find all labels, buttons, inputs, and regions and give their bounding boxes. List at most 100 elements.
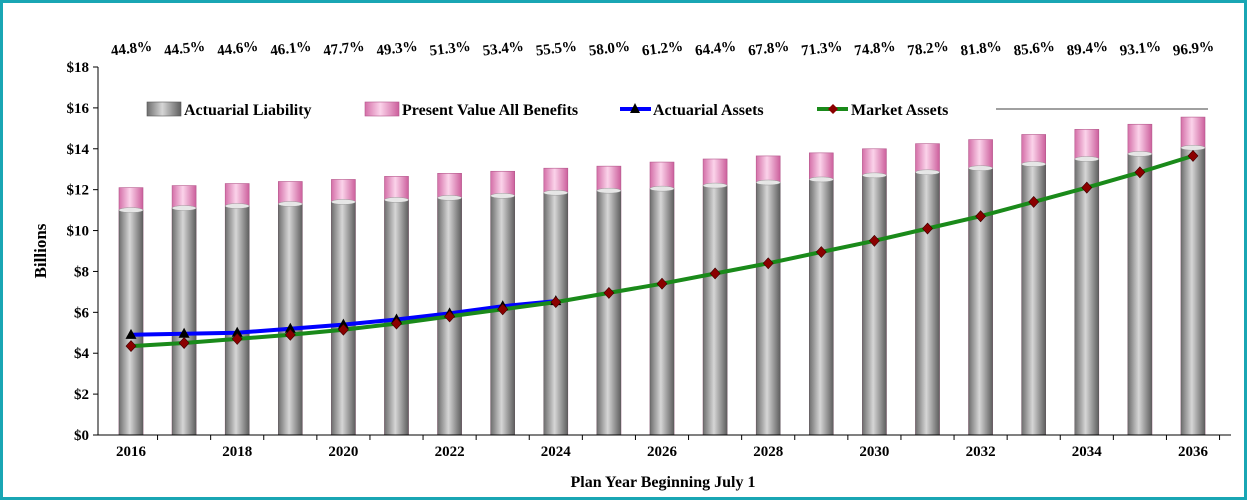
liability-bar-2020 (331, 201, 356, 436)
liability-bar-2027 (702, 185, 728, 436)
market-assets-point-2034 (1081, 181, 1093, 194)
liability-bar-top-2024 (543, 190, 568, 196)
funded-ratio-label: 71.3% (800, 39, 843, 60)
liability-bar-2019 (278, 203, 303, 436)
funded-ratio-label: 58.0% (588, 39, 631, 60)
liability-bar-top-2026 (649, 185, 675, 192)
funded-ratio-label: 81.8% (960, 39, 1003, 60)
funded-ratio-label: 44.6% (216, 39, 259, 60)
y-tick-label: $14 (67, 142, 90, 158)
funded-ratio-label: 96.9% (1172, 39, 1215, 60)
liability-bar-2023 (490, 195, 515, 436)
legend-label-actuarial-liability: Actuarial Liability (184, 102, 312, 119)
funded-ratio-label: 49.3% (376, 39, 419, 60)
x-tick-label: 2024 (541, 444, 572, 460)
market-assets-point-2028 (762, 257, 774, 270)
funded-ratio-label: 74.8% (853, 39, 896, 60)
funded-ratio-label: 51.3% (429, 39, 472, 60)
actuarial-assets-point-2016 (125, 328, 137, 339)
market-assets-point-2021 (391, 317, 402, 330)
market-assets-point-2023 (497, 303, 509, 316)
y-tick-label: $4 (74, 346, 90, 362)
market-assets-point-2020 (337, 323, 349, 336)
funded-ratio-label: 46.1% (269, 39, 312, 60)
funded-ratio-label: 44.8% (110, 39, 153, 60)
y-axis-title: Billions (31, 223, 50, 278)
market-assets-point-2022 (444, 310, 456, 323)
legend-label-actuarial-assets: Actuarial Assets (653, 102, 764, 119)
liability-bar-top-2031 (915, 169, 940, 175)
y-tick-label: $18 (67, 60, 90, 76)
liability-bar-top-2036 (1180, 145, 1206, 151)
legend-marker-market-assets (828, 104, 838, 114)
liability-bar-top-2029 (809, 176, 834, 183)
liability-bar-top-2016 (118, 207, 144, 213)
x-tick-label: 2020 (328, 444, 358, 460)
funded-ratio-label: 61.2% (641, 39, 684, 60)
liability-bar-2034 (1074, 158, 1100, 436)
y-tick-label: $6 (74, 305, 90, 321)
funded-ratio-label: 55.5% (535, 39, 578, 60)
market-assets-point-2017 (178, 337, 190, 349)
legend-label-market-assets: Market Assets (851, 102, 948, 119)
legend-label-pvab: Present Value All Benefits (402, 102, 578, 119)
liability-bar-2029 (809, 179, 834, 436)
funded-ratio-label: 64.4% (694, 39, 737, 60)
market-assets-point-2035 (1134, 166, 1146, 179)
liability-bar-top-2019 (278, 201, 303, 207)
funded-ratio-label: 78.2% (907, 39, 950, 60)
y-tick-label: $0 (74, 428, 89, 444)
market-assets-point-2027 (709, 267, 721, 280)
x-tick-label: 2030 (859, 444, 889, 460)
liability-bar-top-2018 (224, 203, 250, 209)
market-assets-point-2016 (125, 340, 137, 353)
x-tick-label: 2018 (222, 444, 252, 460)
x-tick-label: 2032 (966, 444, 996, 460)
x-tick-label: 2028 (753, 444, 783, 460)
liability-bar-top-2025 (596, 187, 622, 194)
market-assets-point-2018 (231, 332, 243, 345)
actuarial-assets-point-2017 (178, 327, 190, 338)
y-tick-label: $8 (74, 264, 89, 280)
funded-ratio-label: 47.7% (322, 39, 365, 60)
market-assets-point-2019 (284, 328, 296, 341)
y-tick-label: $2 (74, 387, 89, 403)
funded-ratio-label: 89.4% (1066, 39, 1109, 60)
funded-ratio-label: 44.5% (163, 39, 206, 60)
x-tick-label: 2034 (1072, 444, 1103, 460)
liability-bar-top-2027 (702, 182, 728, 189)
legend-marker-actuarial-assets (630, 103, 640, 113)
liability-bar-top-2022 (437, 195, 462, 201)
liability-bar-2017 (171, 207, 197, 436)
market-assets-point-2024 (550, 296, 562, 309)
legend-swatch-pvab (364, 101, 400, 117)
actuarial-assets-point-2018 (231, 326, 243, 337)
x-tick-label: 2016 (116, 444, 147, 460)
liability-bar-2035 (1127, 153, 1153, 436)
liability-bar-2018 (224, 205, 250, 436)
y-tick-label: $10 (67, 224, 90, 240)
chart: $0 $2 $4 $6 $8 $10 $12 $14 $16 $18 2016 2018 2020 202… (31, 39, 1231, 491)
market-assets-point-2025 (603, 286, 615, 299)
funded-ratio-label: 67.8% (747, 39, 790, 60)
liability-bar-2033 (1021, 163, 1046, 436)
liability-bar-2031 (915, 172, 940, 436)
market-assets-point-2032 (975, 210, 987, 223)
liability-bar-2028 (756, 182, 781, 436)
market-assets-point-2029 (815, 246, 827, 258)
liability-bar-top-2032 (968, 165, 993, 171)
liability-bar-2025 (596, 190, 622, 436)
x-axis-title: Plan Year Beginning July 1 (571, 474, 756, 491)
market-assets-point-2033 (1028, 195, 1040, 208)
x-tick-label: 2026 (647, 444, 678, 460)
y-tick-label: $16 (67, 101, 90, 117)
funded-ratio-label: 93.1% (1119, 39, 1162, 60)
market-assets-point-2031 (922, 222, 933, 235)
actuarial-assets-point-2020 (337, 318, 349, 329)
liability-bar-top-2033 (1021, 161, 1046, 167)
liability-bar-2024 (543, 192, 568, 436)
market-assets-point-2036 (1187, 149, 1199, 162)
funded-ratio-label: 53.4% (482, 39, 525, 60)
liability-bar-2030 (862, 175, 887, 436)
